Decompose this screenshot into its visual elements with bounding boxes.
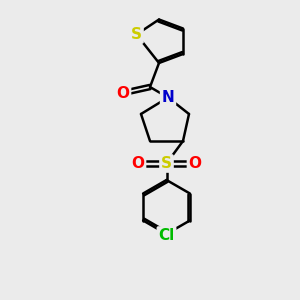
Text: N: N (162, 90, 174, 105)
Text: O: O (131, 156, 145, 171)
Text: S: S (131, 27, 142, 42)
Text: O: O (116, 85, 130, 100)
Text: S: S (161, 156, 172, 171)
Text: Cl: Cl (158, 228, 175, 243)
Text: O: O (188, 156, 202, 171)
